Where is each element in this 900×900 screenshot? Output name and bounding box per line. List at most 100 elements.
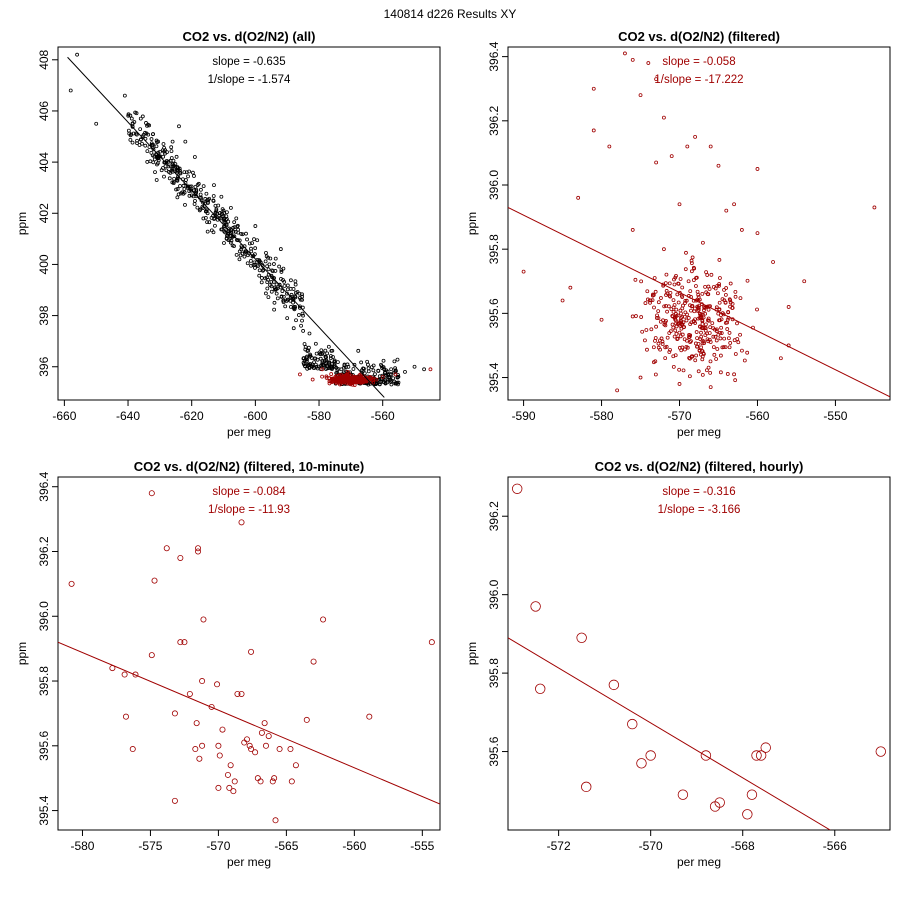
- regression-line: [508, 207, 890, 398]
- data-point: [689, 308, 693, 313]
- data-point: [671, 298, 676, 303]
- data-point: [722, 287, 726, 292]
- x-tick-label: -640: [116, 409, 140, 423]
- data-point: [310, 362, 315, 367]
- y-axis-label: ppm: [465, 212, 479, 235]
- data-point: [285, 287, 290, 292]
- data-point: [207, 196, 212, 201]
- slope-annotation: slope = -0.058: [662, 56, 735, 68]
- data-point: [568, 285, 573, 290]
- data-point: [708, 359, 713, 364]
- data-point: [396, 380, 401, 385]
- y-axis-label: ppm: [465, 642, 479, 665]
- data-point: [664, 344, 669, 349]
- y-tick-label: 396.4: [37, 471, 51, 501]
- y-tick-label: 396.2: [487, 105, 501, 135]
- inverse-slope-annotation: 1/slope = -1.574: [208, 74, 291, 86]
- data-point: [353, 375, 358, 380]
- data-point: [328, 354, 333, 358]
- data-point: [662, 304, 667, 309]
- x-tick-label: -620: [180, 409, 204, 423]
- data-point: [219, 194, 224, 199]
- data-point: [301, 329, 306, 333]
- data-point: [699, 315, 704, 320]
- data-point: [718, 370, 723, 375]
- data-point: [755, 307, 759, 312]
- data-point: [303, 716, 310, 723]
- data-point: [755, 750, 767, 761]
- data-point: [298, 297, 303, 302]
- data-point: [289, 292, 294, 297]
- data-point: [157, 154, 162, 159]
- data-point: [296, 313, 301, 317]
- data-point: [329, 364, 334, 369]
- data-point: [638, 375, 643, 380]
- data-point: [694, 353, 699, 358]
- data-point: [329, 348, 334, 353]
- x-axis-label: per meg: [677, 425, 721, 439]
- y-tick-label: 396.0: [487, 579, 501, 609]
- data-point: [155, 162, 159, 167]
- data-point: [199, 678, 206, 685]
- data-point: [301, 356, 306, 361]
- data-point: [723, 300, 728, 305]
- data-point: [684, 318, 689, 323]
- data-point: [310, 658, 317, 665]
- data-point: [268, 283, 272, 288]
- data-point: [715, 347, 720, 351]
- data-point: [718, 336, 723, 341]
- data-point: [164, 168, 169, 173]
- data-point: [253, 224, 258, 228]
- data-point: [196, 181, 201, 186]
- data-point: [282, 284, 287, 288]
- data-point: [222, 216, 227, 221]
- data-point: [228, 205, 233, 210]
- data-point: [647, 298, 652, 303]
- data-point: [299, 323, 303, 328]
- panel-title: CO2 vs. d(O2/N2) (filtered): [618, 29, 780, 44]
- data-point: [143, 143, 148, 148]
- data-point: [302, 342, 307, 346]
- data-point: [285, 297, 290, 302]
- data-point: [654, 160, 659, 165]
- data-point: [381, 380, 386, 384]
- data-point: [727, 345, 732, 350]
- data-point: [215, 784, 222, 791]
- data-point: [161, 154, 166, 159]
- data-point: [183, 139, 188, 144]
- data-point: [681, 368, 686, 373]
- y-tick-label: 396: [37, 356, 51, 376]
- data-point: [199, 742, 206, 749]
- data-point: [222, 218, 226, 223]
- data-point: [211, 198, 216, 203]
- data-point: [706, 307, 711, 312]
- inverse-slope-annotation: 1/slope = -3.166: [658, 504, 741, 516]
- data-point: [272, 300, 277, 305]
- data-point: [332, 359, 337, 364]
- data-point: [677, 367, 682, 372]
- data-point: [174, 187, 178, 192]
- data-point: [133, 110, 138, 115]
- data-point: [222, 211, 227, 215]
- data-point: [281, 294, 286, 299]
- data-point: [717, 258, 722, 262]
- data-point: [676, 281, 681, 286]
- data-point: [371, 380, 376, 385]
- data-point: [723, 292, 728, 297]
- data-point: [685, 312, 689, 317]
- data-point: [677, 330, 682, 335]
- data-point: [652, 276, 657, 280]
- data-point: [186, 174, 190, 179]
- data-point: [700, 349, 705, 354]
- data-point: [323, 348, 328, 353]
- data-point: [679, 311, 683, 316]
- data-point: [230, 788, 237, 795]
- data-point: [318, 352, 323, 356]
- data-point: [162, 174, 166, 179]
- y-tick-label: 404: [37, 152, 51, 172]
- data-point: [289, 278, 293, 283]
- data-point: [428, 639, 435, 646]
- data-point: [672, 282, 677, 287]
- data-point: [786, 305, 791, 309]
- data-point: [254, 775, 261, 782]
